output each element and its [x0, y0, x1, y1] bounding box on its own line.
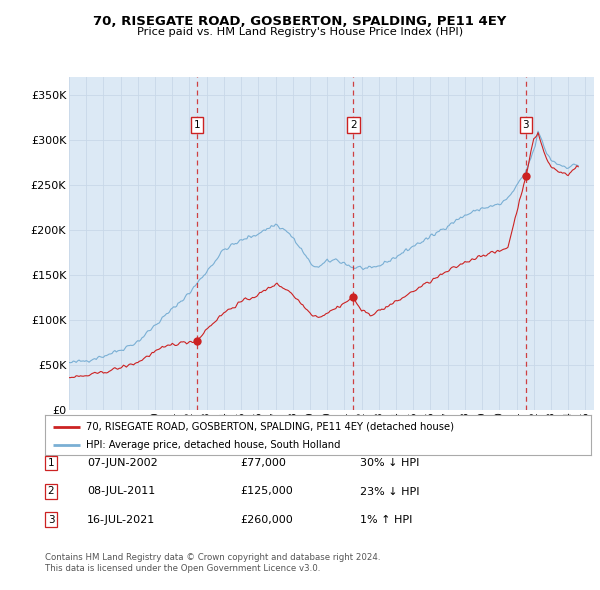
Text: 2: 2 [47, 487, 55, 496]
Text: 3: 3 [47, 515, 55, 525]
Text: 2: 2 [350, 120, 356, 130]
Text: 70, RISEGATE ROAD, GOSBERTON, SPALDING, PE11 4EY: 70, RISEGATE ROAD, GOSBERTON, SPALDING, … [94, 15, 506, 28]
Text: £125,000: £125,000 [240, 487, 293, 496]
Text: 07-JUN-2002: 07-JUN-2002 [87, 458, 158, 468]
Text: 08-JUL-2011: 08-JUL-2011 [87, 487, 155, 496]
Text: 1% ↑ HPI: 1% ↑ HPI [360, 515, 412, 525]
Text: 30% ↓ HPI: 30% ↓ HPI [360, 458, 419, 468]
Text: 1: 1 [47, 458, 55, 468]
Text: £77,000: £77,000 [240, 458, 286, 468]
Text: Contains HM Land Registry data © Crown copyright and database right 2024.
This d: Contains HM Land Registry data © Crown c… [45, 553, 380, 573]
Text: Price paid vs. HM Land Registry's House Price Index (HPI): Price paid vs. HM Land Registry's House … [137, 27, 463, 37]
Text: 1: 1 [194, 120, 200, 130]
Text: 3: 3 [523, 120, 529, 130]
Text: HPI: Average price, detached house, South Holland: HPI: Average price, detached house, Sout… [86, 441, 340, 450]
Text: 70, RISEGATE ROAD, GOSBERTON, SPALDING, PE11 4EY (detached house): 70, RISEGATE ROAD, GOSBERTON, SPALDING, … [86, 422, 454, 432]
Text: 16-JUL-2021: 16-JUL-2021 [87, 515, 155, 525]
Text: 23% ↓ HPI: 23% ↓ HPI [360, 487, 419, 496]
Text: £260,000: £260,000 [240, 515, 293, 525]
